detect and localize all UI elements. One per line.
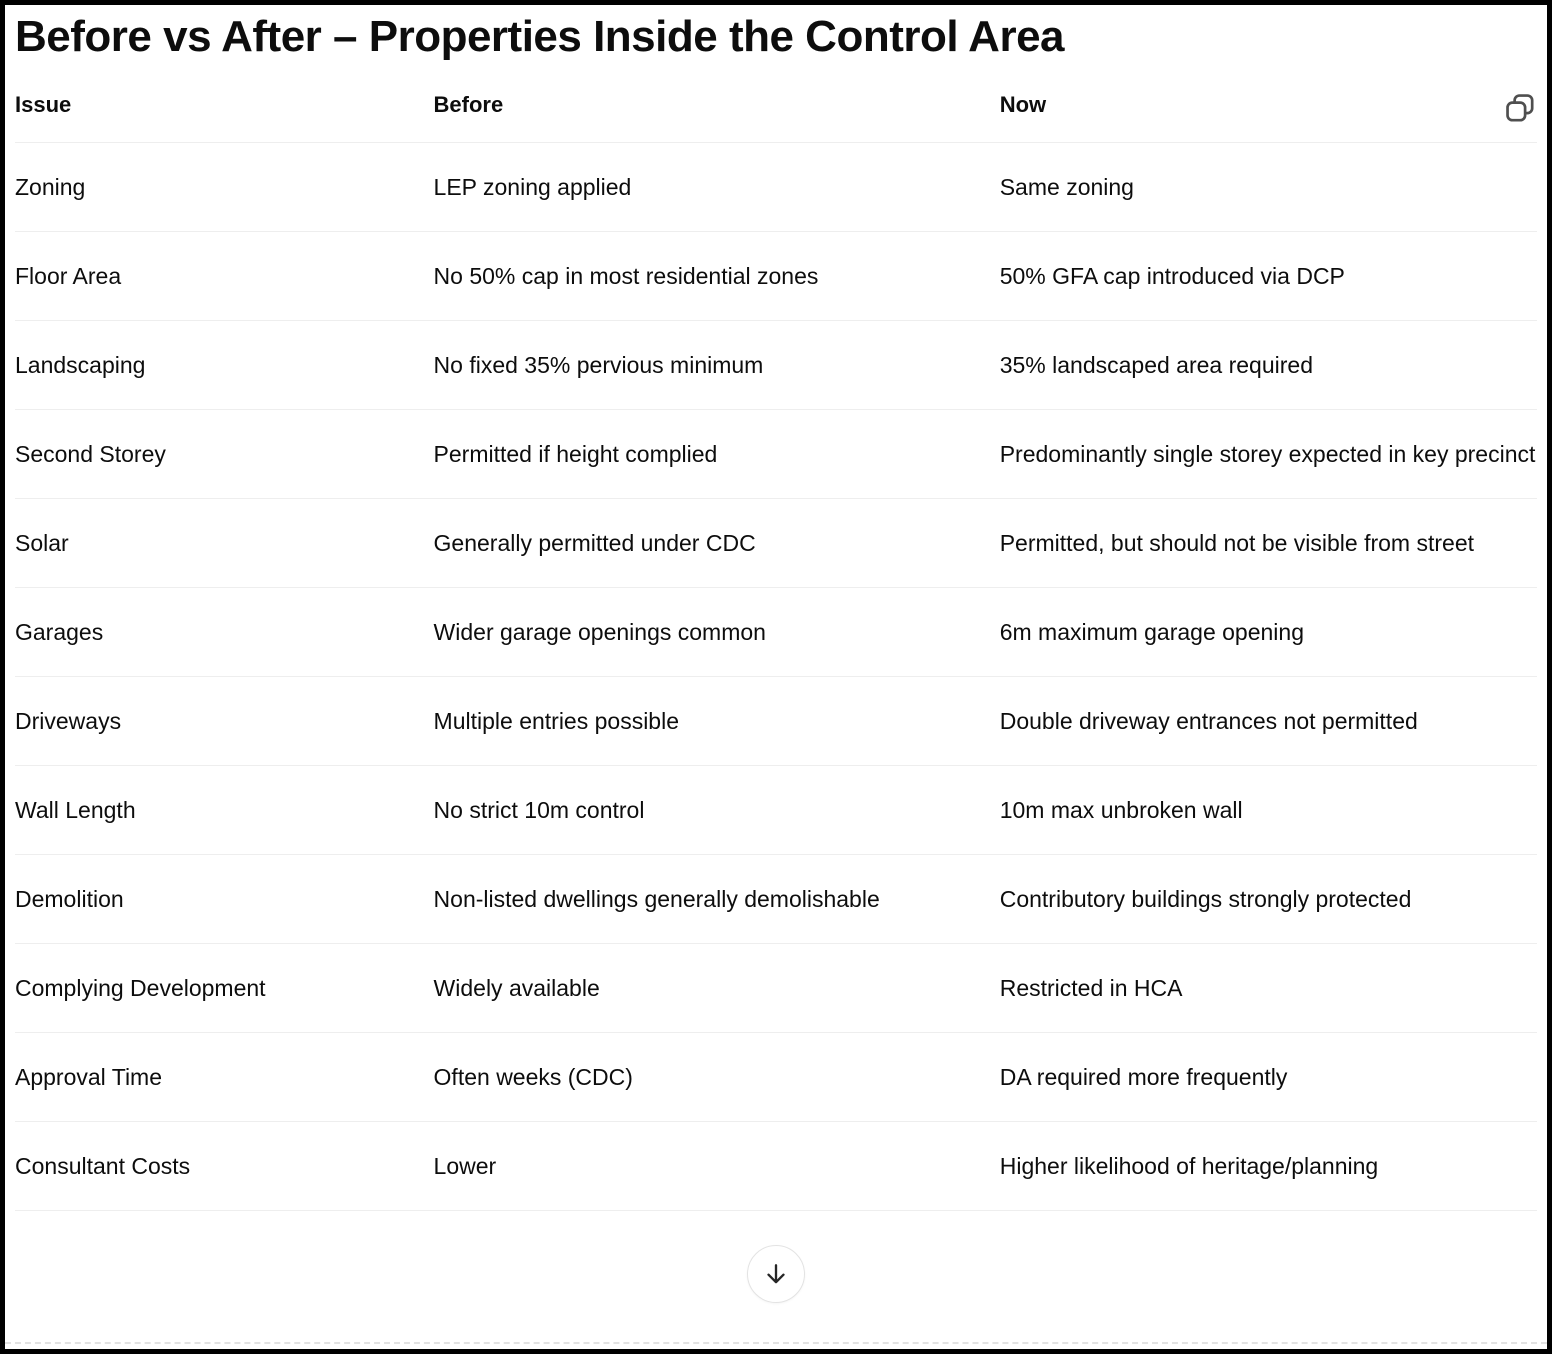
- before-cell: Generally permitted under CDC: [433, 498, 1000, 588]
- now-cell: Same zoning: [999, 142, 1537, 232]
- copy-button[interactable]: [1501, 89, 1539, 127]
- column-header-now: Now: [999, 92, 1537, 143]
- table-row: Wall Length No strict 10m control 10m max …: [15, 765, 1537, 855]
- issue-cell: Wall Length: [15, 765, 434, 855]
- table-row: Landscaping No fixed 35% pervious minimum…: [15, 320, 1537, 410]
- table-row: Complying Development Widely available Res…: [15, 943, 1537, 1033]
- before-cell: LEP zoning applied: [433, 142, 1000, 232]
- copy-icon: [1503, 91, 1537, 125]
- issue-cell: Approval Time: [15, 1032, 434, 1122]
- now-cell: 35% landscaped area required: [999, 320, 1537, 410]
- before-cell: Permitted if height complied: [433, 409, 1000, 499]
- table-row: Consultant Costs Lower Higher likelihood o…: [15, 1121, 1537, 1211]
- table-row: Zoning LEP zoning applied Same zoning: [15, 142, 1537, 232]
- issue-cell: Landscaping: [15, 320, 434, 410]
- now-cell: DA required more frequently: [999, 1032, 1537, 1122]
- before-cell: No strict 10m control: [433, 765, 1000, 855]
- issue-cell: Garages: [15, 587, 434, 677]
- issue-cell: Zoning: [15, 142, 434, 232]
- comparison-table: Issue Before Now Zoning LEP zoning applie…: [15, 92, 1537, 1211]
- before-cell: Multiple entries possible: [433, 676, 1000, 766]
- now-cell: Higher likelihood of heritage/planning: [999, 1121, 1537, 1211]
- table-row: Second Storey Permitted if height complie…: [15, 409, 1537, 499]
- table-row: Floor Area No 50% cap in most residential…: [15, 231, 1537, 321]
- now-cell: Permitted, but should not be visible fro…: [999, 498, 1537, 588]
- table-row: Solar Generally permitted under CDC Permit…: [15, 498, 1537, 588]
- now-cell: 50% GFA cap introduced via DCP: [999, 231, 1537, 321]
- now-cell: Restricted in HCA: [999, 943, 1537, 1033]
- issue-cell: Second Storey: [15, 409, 434, 499]
- now-cell: Predominantly single storey expected in …: [999, 409, 1537, 499]
- before-cell: Lower: [433, 1121, 1000, 1211]
- before-cell: Widely available: [433, 943, 1000, 1033]
- column-header-issue: Issue: [15, 92, 434, 143]
- before-cell: No fixed 35% pervious minimum: [433, 320, 1000, 410]
- now-cell: Contributory buildings strongly protecte…: [999, 854, 1537, 944]
- table-row: Approval Time Often weeks (CDC) DA require…: [15, 1032, 1537, 1122]
- issue-cell: Driveways: [15, 676, 434, 766]
- content-cutoff-divider: [5, 1342, 1547, 1344]
- column-header-before: Before: [433, 92, 1000, 143]
- now-cell: 10m max unbroken wall: [999, 765, 1537, 855]
- scroll-down-button[interactable]: [747, 1245, 805, 1303]
- issue-cell: Demolition: [15, 854, 434, 944]
- table-row: Driveways Multiple entries possible Double…: [15, 676, 1537, 766]
- before-cell: Wider garage openings common: [433, 587, 1000, 677]
- now-cell: Double driveway entrances not permitted: [999, 676, 1537, 766]
- table-header-row: Issue Before Now: [15, 92, 1537, 143]
- issue-cell: Floor Area: [15, 231, 434, 321]
- issue-cell: Solar: [15, 498, 434, 588]
- before-cell: Often weeks (CDC): [433, 1032, 1000, 1122]
- issue-cell: Consultant Costs: [15, 1121, 434, 1211]
- now-cell: 6m maximum garage opening: [999, 587, 1537, 677]
- issue-cell: Complying Development: [15, 943, 434, 1033]
- before-cell: No 50% cap in most residential zones: [433, 231, 1000, 321]
- arrow-down-icon: [762, 1260, 790, 1288]
- table-row: Garages Wider garage openings common 6m ma…: [15, 587, 1537, 677]
- table-body: Zoning LEP zoning applied Same zoning Floor…: [15, 142, 1537, 1211]
- table-row: Demolition Non-listed dwellings generally…: [15, 854, 1537, 944]
- page-title: Before vs After – Properties Inside the …: [15, 12, 1065, 61]
- before-cell: Non-listed dwellings generally demolisha…: [433, 854, 1000, 944]
